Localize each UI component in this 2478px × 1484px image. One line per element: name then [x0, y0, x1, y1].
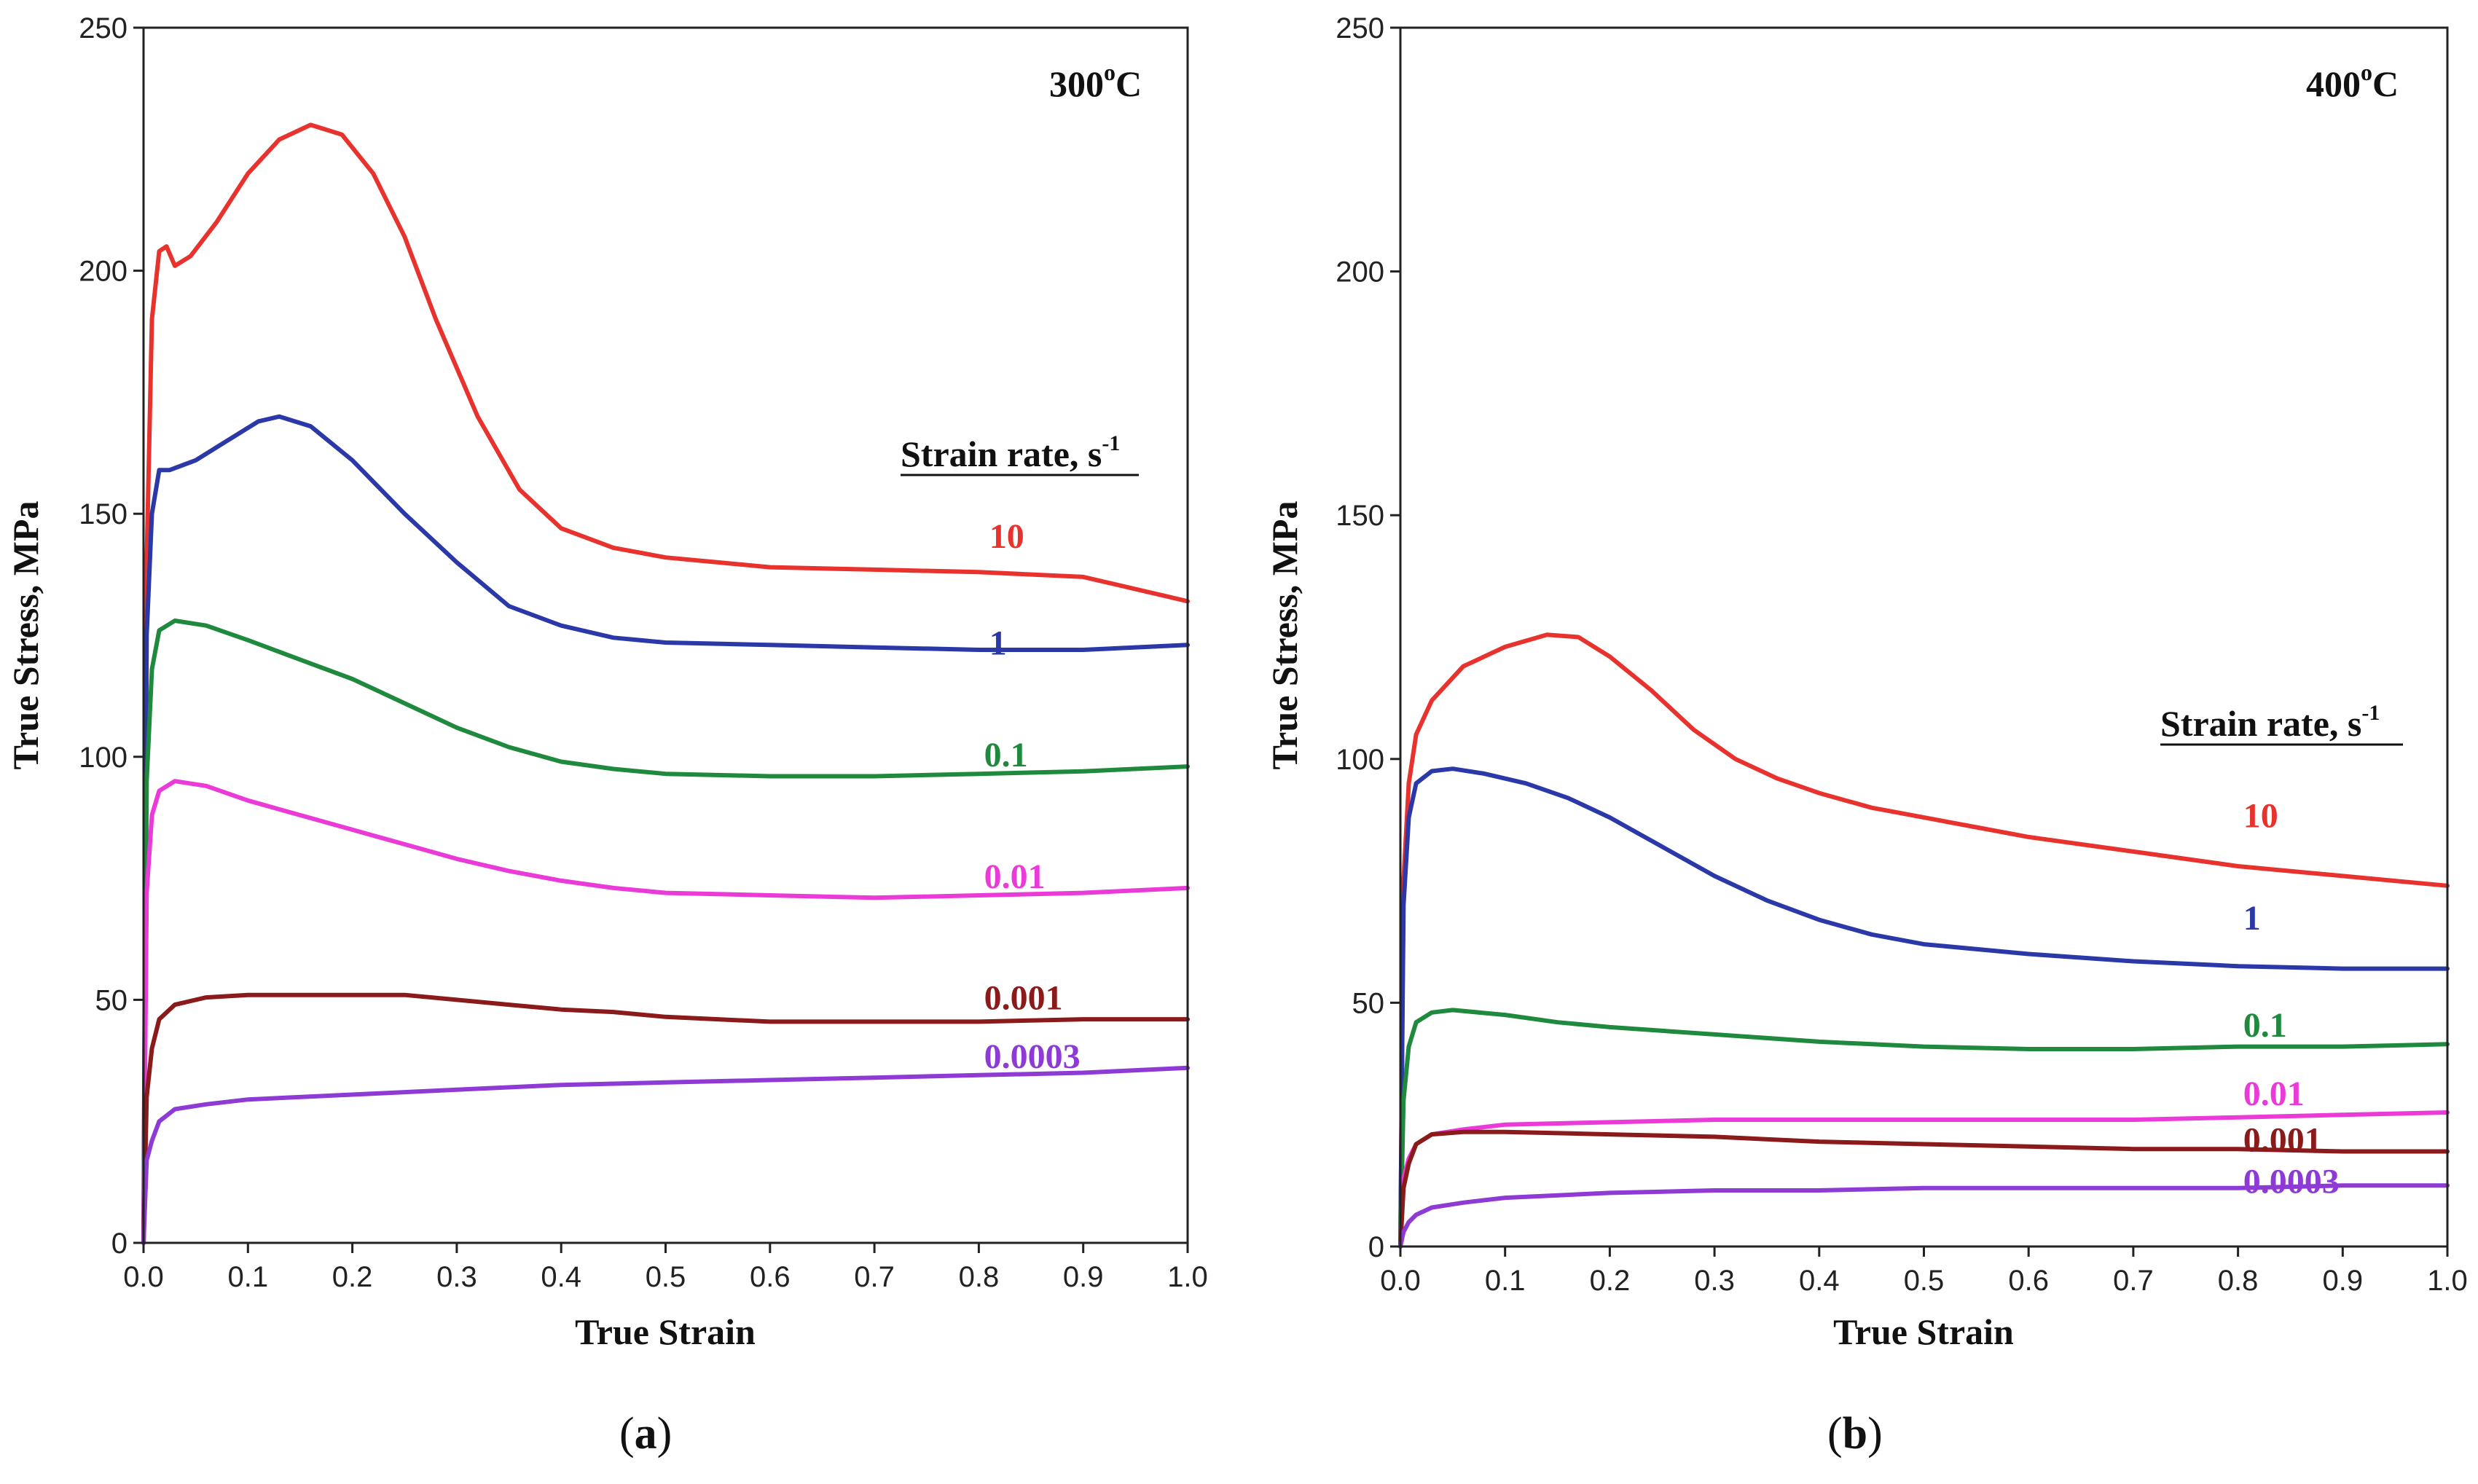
y-tick-label: 200	[1336, 256, 1384, 288]
x-tick-label: 0.8	[2218, 1265, 2259, 1297]
series-line-0_1	[141, 619, 1190, 1245]
series-line-0_0003	[141, 1065, 1190, 1245]
x-tick-label: 0.1	[1485, 1265, 1526, 1297]
series-lines-a	[141, 122, 1190, 1245]
chart-panel-b: 0.0 0.1 0.2 0.3 0.4 0.5 0.6 0.7 0.8 0.9 1.0 0 50 100 1…	[1264, 12, 2468, 1459]
y-tick-label: 50	[1352, 987, 1385, 1019]
series-label-0_1: 0.1	[2243, 1006, 2287, 1045]
x-tick-label: 0.3	[436, 1261, 477, 1293]
series-line-0_001	[141, 992, 1190, 1245]
x-tick-label: 0.1	[227, 1261, 268, 1293]
legend-title-b: Strain rate, s-1	[2160, 701, 2380, 744]
series-label-1: 1	[2243, 899, 2261, 938]
y-axis-title-b: True Stress, MPa	[1264, 501, 1305, 770]
y-tick-label: 150	[79, 498, 128, 530]
x-tick-label: 1.0	[2427, 1265, 2468, 1297]
series-labels-a: 10 1 0.1 0.01 0.001 0.0003	[984, 517, 1081, 1076]
series-line-0_01	[141, 779, 1190, 1245]
y-tick-label: 250	[79, 12, 128, 44]
x-tick-label: 0.3	[1694, 1265, 1735, 1297]
x-tick-label: 1.0	[1167, 1261, 1208, 1293]
series-label-0_01: 0.01	[984, 857, 1046, 896]
y-tick-label: 100	[79, 742, 128, 774]
x-axis-title-b: True Strain	[1833, 1311, 2014, 1352]
y-tick-label: 0	[1368, 1231, 1384, 1263]
panel-label-a: (a)	[619, 1409, 672, 1459]
x-tick-label: 0.4	[541, 1261, 581, 1293]
y-tick-label: 250	[1336, 12, 1384, 44]
x-tick-label: 0.2	[332, 1261, 373, 1293]
x-tick-label: 0.8	[959, 1261, 1000, 1293]
x-tick-label: 0.5	[1904, 1265, 1945, 1297]
y-tick-label: 0	[111, 1228, 128, 1260]
series-label-1: 1	[989, 624, 1007, 663]
series-label-0_0003: 0.0003	[984, 1037, 1081, 1076]
series-line-1	[1398, 766, 2450, 1249]
x-axis-title-a: True Strain	[575, 1311, 756, 1352]
temperature-title-a: 300oC	[1049, 59, 1142, 104]
series-label-10: 10	[2243, 796, 2278, 835]
series-line-0_0003	[1398, 1183, 2450, 1249]
series-lines-b	[1398, 632, 2450, 1249]
series-line-10	[141, 122, 1190, 1245]
series-label-0_01: 0.01	[2243, 1075, 2305, 1113]
panel-label-b: (b)	[1827, 1409, 1883, 1459]
temperature-title-b: 400oC	[2306, 59, 2399, 104]
x-tick-label: 0.6	[750, 1261, 791, 1293]
x-tick-label: 0.5	[646, 1261, 686, 1293]
legend-title-a: Strain rate, s-1	[901, 431, 1120, 474]
series-label-0_0003: 0.0003	[2243, 1162, 2340, 1201]
series-label-0_1: 0.1	[984, 736, 1028, 774]
series-line-1	[141, 414, 1190, 1245]
series-line-0_1	[1398, 1008, 2450, 1249]
x-tick-label: 0.9	[1063, 1261, 1104, 1293]
x-tick-label: 0.0	[123, 1261, 164, 1293]
x-tick-label: 0.2	[1590, 1265, 1631, 1297]
series-label-10: 10	[989, 517, 1024, 556]
series-line-10	[1398, 632, 2450, 1249]
y-tick-label: 200	[79, 256, 128, 288]
series-label-0_001: 0.001	[984, 979, 1063, 1018]
x-tick-label: 0.0	[1380, 1265, 1421, 1297]
x-tick-label: 0.9	[2322, 1265, 2363, 1297]
x-tick-label: 0.6	[2008, 1265, 2049, 1297]
x-tick-label: 0.7	[2113, 1265, 2154, 1297]
chart-panel-a: 0.0 0.1 0.2 0.3 0.4 0.5 0.6 0.7 0.8 0.9 1.0 0 50 100 1…	[5, 12, 1208, 1459]
x-tick-label: 0.7	[854, 1261, 895, 1293]
axis-ticks-a: 0.0 0.1 0.2 0.3 0.4 0.5 0.6 0.7 0.8 0.9 1.0 0 50 100 1…	[79, 12, 1208, 1293]
axis-ticks-b: 0.0 0.1 0.2 0.3 0.4 0.5 0.6 0.7 0.8 0.9 1.0 0 50 100 1…	[1336, 12, 2468, 1297]
x-tick-label: 0.4	[1799, 1265, 1840, 1297]
y-tick-label: 100	[1336, 744, 1384, 776]
y-tick-label: 50	[95, 984, 128, 1016]
y-tick-label: 150	[1336, 500, 1384, 532]
series-label-0_001: 0.001	[2243, 1121, 2322, 1160]
series-line-0_001	[1398, 1129, 2450, 1249]
y-axis-title-a: True Stress, MPa	[5, 501, 46, 770]
